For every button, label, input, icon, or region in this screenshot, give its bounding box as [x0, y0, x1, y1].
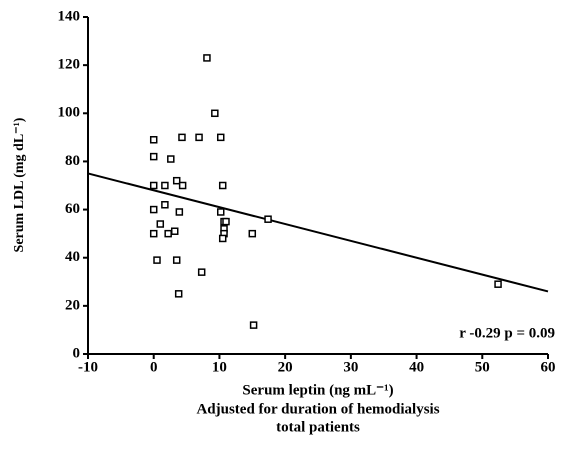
point	[195, 133, 203, 142]
x-tick-label: 20	[278, 359, 293, 375]
point	[149, 152, 158, 161]
y-tick-label: 100	[58, 105, 81, 121]
x-tick-label: 30	[343, 359, 358, 375]
point	[216, 133, 225, 142]
y-tick-label: 20	[65, 297, 80, 313]
point	[172, 176, 181, 185]
point	[164, 229, 172, 238]
point	[203, 54, 211, 62]
point	[161, 201, 169, 209]
point	[149, 205, 158, 214]
point	[170, 227, 179, 235]
point	[218, 234, 227, 243]
point	[161, 181, 169, 190]
point	[174, 290, 183, 298]
point	[149, 229, 158, 238]
point	[494, 280, 502, 288]
point	[222, 217, 230, 226]
point	[197, 268, 206, 276]
point	[248, 229, 257, 238]
y-tick-label: 40	[65, 249, 80, 265]
y-tick-label: 0	[73, 345, 81, 361]
subtitle: total patients	[276, 419, 360, 435]
point	[153, 256, 161, 264]
point	[178, 133, 186, 142]
x-tick-label: 60	[541, 359, 556, 375]
point	[175, 208, 184, 216]
point	[149, 181, 158, 190]
point	[178, 181, 187, 190]
fit-line	[87, 172, 549, 293]
x-tick-label: 0	[150, 359, 158, 375]
point	[172, 256, 181, 264]
x-tick-label: -10	[78, 359, 98, 375]
y-tick-label: 140	[58, 8, 81, 24]
point	[156, 220, 165, 228]
annotation: r -0.29 p = 0.09	[459, 325, 555, 341]
x-axis-label: Serum leptin (ng mL⁻¹)	[242, 382, 393, 398]
point	[216, 208, 225, 216]
point	[149, 136, 158, 144]
x-tick-label: 50	[475, 359, 490, 375]
y-tick-label: 80	[65, 153, 80, 169]
y-tick-label: 120	[58, 57, 81, 73]
x-tick-label: 40	[409, 359, 424, 375]
point	[249, 321, 258, 329]
subtitle: Adjusted for duration of hemodialysis	[196, 401, 439, 417]
point	[211, 109, 219, 118]
y-axis-label: Serum LDL (mg dL⁻¹)	[12, 117, 27, 252]
y-tick-label: 60	[65, 201, 80, 217]
point	[218, 181, 227, 190]
point	[264, 215, 272, 223]
point	[167, 155, 175, 163]
x-tick-label: 10	[212, 359, 227, 375]
